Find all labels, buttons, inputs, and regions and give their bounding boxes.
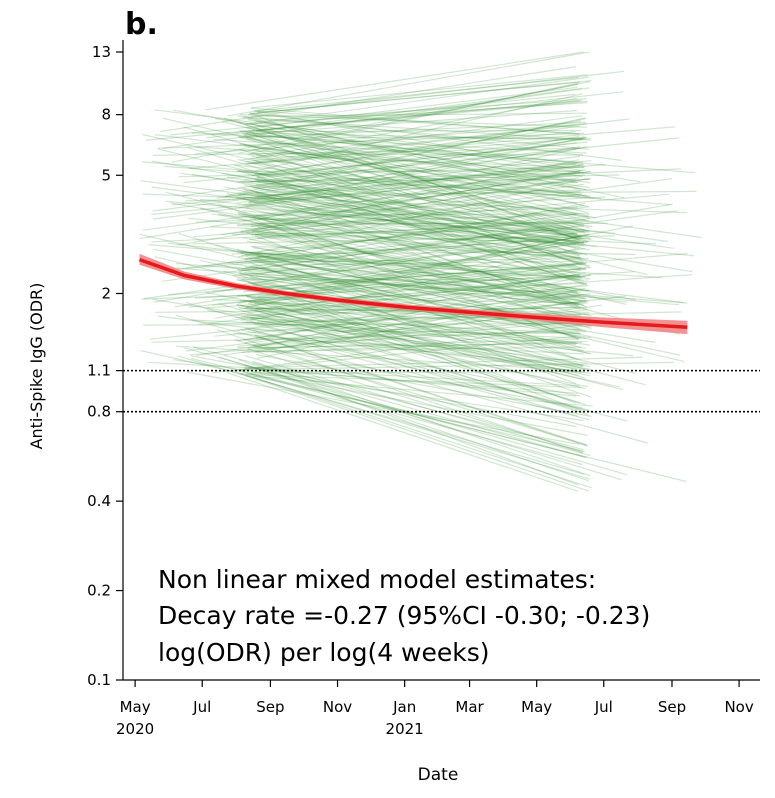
x-tick-year-label: 2021 bbox=[386, 720, 424, 738]
x-tick-label: Sep bbox=[658, 698, 686, 716]
y-axis-label: Anti-Spike IgG (ODR) bbox=[27, 283, 46, 450]
y-tick-label: 0.4 bbox=[87, 492, 111, 510]
model-annotation: Non linear mixed model estimates: Decay … bbox=[158, 565, 650, 667]
x-axis-label: Date bbox=[418, 765, 459, 785]
x-tick-label: Mar bbox=[455, 698, 484, 716]
x-tick-label: Nov bbox=[724, 698, 753, 716]
annotation-line-2: Decay rate =-0.27 (95%CI -0.30; -0.23) bbox=[158, 601, 650, 630]
x-tick-label: Jan bbox=[392, 698, 416, 716]
x-ticks: May 2020 Jul Sep Nov Jan 2021 Mar May Jul Sep Nov bbox=[116, 680, 754, 738]
x-tick-label: Jul bbox=[192, 698, 211, 716]
y-tick-label: 5 bbox=[101, 166, 111, 184]
x-tick-label: Jul bbox=[594, 698, 613, 716]
x-tick-year-label: 2020 bbox=[116, 720, 154, 738]
x-tick-label: Nov bbox=[323, 698, 352, 716]
y-tick-label: 1.1 bbox=[87, 362, 111, 380]
individual-trajectories bbox=[140, 52, 702, 491]
trajectory-line bbox=[146, 101, 579, 141]
x-tick-label: May bbox=[120, 698, 151, 716]
panel-label: b. bbox=[125, 7, 158, 42]
x-tick-label: May bbox=[521, 698, 552, 716]
y-tick-label: 13 bbox=[92, 43, 111, 61]
y-tick-label: 8 bbox=[101, 106, 111, 124]
y-tick-label: 0.1 bbox=[87, 671, 111, 689]
annotation-line-1: Non linear mixed model estimates: bbox=[158, 565, 596, 594]
x-tick-label: Sep bbox=[256, 698, 284, 716]
y-tick-label: 2 bbox=[101, 284, 111, 302]
y-tick-label: 0.8 bbox=[87, 403, 111, 421]
trajectory-line bbox=[253, 361, 591, 475]
y-tick-label: 0.2 bbox=[87, 582, 111, 600]
annotation-line-3: log(ODR) per log(4 weeks) bbox=[158, 638, 490, 667]
y-ticks: 0.1 0.2 0.4 0.8 1.1 2 5 8 13 bbox=[87, 43, 123, 689]
trajectory-line bbox=[249, 81, 591, 114]
